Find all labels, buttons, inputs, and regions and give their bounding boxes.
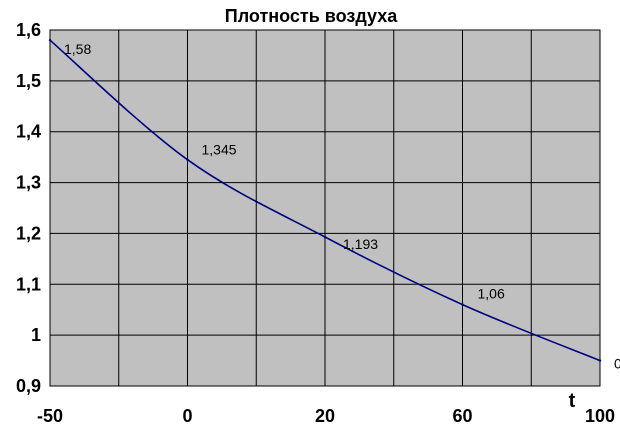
data-label: 0,95 xyxy=(614,356,620,372)
y-tick-label: 0,9 xyxy=(16,376,41,396)
series-point xyxy=(598,359,602,362)
x-tick-label: 0 xyxy=(182,406,192,426)
x-tick-label: 20 xyxy=(315,406,335,426)
x-tick-label: -50 xyxy=(37,406,63,426)
y-tick-label: 1,5 xyxy=(16,71,41,91)
x-tick-label: 100 xyxy=(585,406,615,426)
data-label: 1,193 xyxy=(343,236,378,252)
y-axis-ticks: 1,6 1,5 1,4 1,3 1,2 1,1 1 0,9 xyxy=(16,20,41,396)
y-tick-label: 1 xyxy=(31,325,41,345)
x-axis-ticks: -50 0 20 60 100 xyxy=(37,406,615,426)
series-point xyxy=(186,158,189,161)
data-label: 1,06 xyxy=(478,286,505,302)
y-tick-label: 1,6 xyxy=(16,20,41,40)
series-point xyxy=(461,303,464,306)
y-tick-label: 1,1 xyxy=(16,274,41,294)
series-point xyxy=(48,38,52,42)
y-tick-label: 1,4 xyxy=(16,122,41,142)
data-label-layer: 1,58 1,345 1,193 1,06 0,95 xyxy=(64,41,620,371)
y-tick-label: 1,3 xyxy=(16,173,41,193)
series-layer xyxy=(48,38,602,362)
data-label: 1,58 xyxy=(64,41,91,57)
x-tick-label: 60 xyxy=(452,406,472,426)
chart-title: Плотность воздуха xyxy=(225,6,398,26)
series-point xyxy=(323,235,327,239)
data-label: 1,345 xyxy=(202,142,237,158)
grid-layer xyxy=(49,29,601,387)
x-axis-title: t xyxy=(569,390,576,412)
y-tick-label: 1,2 xyxy=(16,223,41,243)
